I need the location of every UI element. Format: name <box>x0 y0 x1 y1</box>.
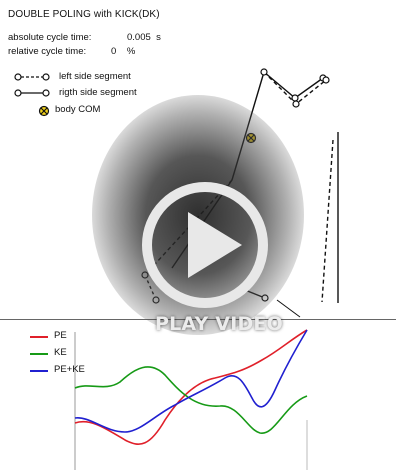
legend-right-label: rigth side segment <box>59 87 137 98</box>
absolute-cycle-time-value: 0.005 <box>127 32 151 43</box>
dashed-segment-icon <box>14 73 50 81</box>
series-ke-line <box>74 366 308 434</box>
foot-segment <box>276 299 301 318</box>
play-icon[interactable] <box>138 178 272 312</box>
pe-swatch <box>30 336 48 338</box>
absolute-cycle-time: absolute cycle time: 0.005 s <box>8 32 161 43</box>
relative-cycle-time-label: relative cycle time: <box>8 46 87 57</box>
video-overlay[interactable] <box>92 95 304 335</box>
relative-cycle-time: relative cycle time: 0 % <box>8 46 135 57</box>
legend-pe-label: PE <box>54 330 67 341</box>
relative-cycle-time-unit: % <box>126 46 136 57</box>
pe-ke-swatch <box>30 370 48 372</box>
absolute-cycle-time-label: absolute cycle time: <box>8 32 92 43</box>
left-hand-joint <box>322 76 330 84</box>
simulation-title: DOUBLE POLING with KICK(DK) <box>8 9 160 20</box>
legend-com-label: body COM <box>55 104 101 115</box>
right-elbow-joint <box>291 94 299 102</box>
left-pole <box>321 139 334 303</box>
legend-left-label: left side segment <box>59 71 131 82</box>
series-pe-line <box>74 329 308 445</box>
energy-chart <box>74 329 308 470</box>
right-arm-segment <box>263 71 324 99</box>
series-pe-ke-line <box>74 329 308 433</box>
relative-cycle-time-value: 0 <box>111 46 117 57</box>
ke-swatch <box>30 353 48 355</box>
left-elbow-joint <box>292 100 300 108</box>
legend-pe-ke-label: PE+KE <box>54 364 85 375</box>
absolute-cycle-time-unit: s <box>156 32 161 43</box>
body-com-icon <box>38 105 50 117</box>
solid-segment-icon <box>14 89 50 97</box>
legend-ke-label: KE <box>54 347 67 358</box>
play-video-button[interactable]: PLAY VIDEO <box>155 313 283 335</box>
shoulder-joint <box>260 68 268 76</box>
